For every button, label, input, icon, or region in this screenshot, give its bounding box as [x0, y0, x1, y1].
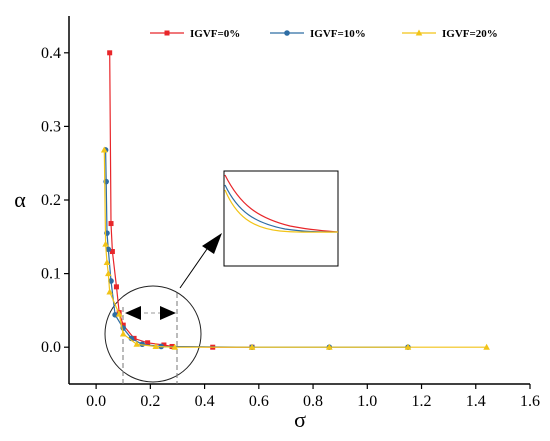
data-point: [100, 146, 108, 153]
legend-label: IGVF=10%: [310, 28, 366, 40]
data-point: [106, 288, 113, 295]
zoom-annotation: [104, 233, 222, 384]
data-point: [108, 278, 114, 284]
legend: IGVF=0% IGVF=10% IGVF=20%: [150, 28, 498, 40]
legend-marker: [415, 29, 423, 36]
y-ticks: 0.0 0.1 0.2 0.3 0.4: [41, 45, 69, 356]
legend-marker: [164, 30, 170, 36]
inset-curve-red: [224, 174, 338, 233]
data-point: [105, 270, 112, 277]
data-point: [107, 50, 113, 56]
data-point: [133, 340, 141, 347]
series-layer: [100, 50, 490, 351]
y-tick-label: 0.2: [41, 192, 61, 209]
x-tick-label: 1.0: [357, 393, 377, 410]
x-tick-label: 1.6: [520, 393, 540, 410]
data-point: [109, 249, 115, 255]
x-ticks: 0.0 0.2 0.4 0.6 0.8 1.0 1.2 1.4 1.6: [86, 384, 540, 410]
data-point: [161, 342, 167, 348]
zoom-circle: [104, 285, 202, 383]
data-point: [171, 343, 179, 350]
data-point: [120, 322, 126, 328]
legend-label: IGVF=0%: [190, 28, 240, 40]
x-tick-label: 0.4: [195, 393, 215, 410]
range-arrow-right: [160, 306, 176, 320]
data-point: [152, 342, 160, 349]
y-tick-label: 0.0: [41, 339, 61, 356]
y-axis-label: α: [14, 187, 26, 212]
data-point: [483, 343, 490, 350]
x-tick-label: 0.8: [303, 393, 323, 410]
legend-entry: IGVF=20%: [402, 28, 498, 40]
callout-arrow: [179, 248, 208, 289]
x-tick-label: 0.2: [140, 393, 160, 410]
data-point: [115, 310, 123, 317]
legend-marker: [284, 30, 290, 36]
x-axis-label: σ: [294, 407, 306, 432]
series-2: [100, 146, 490, 350]
legend-entry: IGVF=10%: [270, 28, 366, 40]
x-tick-label: 0.6: [249, 393, 269, 410]
inset-frame: [223, 170, 339, 267]
data-point: [102, 240, 109, 247]
data-point: [119, 330, 127, 337]
y-tick-label: 0.1: [41, 266, 61, 283]
x-tick-label: 0.0: [86, 393, 106, 410]
data-point: [105, 246, 112, 253]
data-point: [113, 284, 119, 290]
data-point: [326, 343, 333, 350]
callout-arrowhead: [202, 233, 222, 254]
x-tick-label: 1.2: [412, 393, 432, 410]
x-tick-label: 1.4: [466, 393, 486, 410]
legend-label: IGVF=20%: [442, 28, 498, 40]
inset: [223, 170, 339, 267]
range-arrow-left: [125, 306, 141, 320]
y-tick-label: 0.4: [41, 45, 61, 62]
data-point: [108, 221, 114, 227]
data-point: [145, 340, 151, 346]
data-point: [404, 343, 412, 350]
inset-curve-yellow: [224, 189, 338, 233]
data-point: [248, 343, 256, 350]
data-point: [103, 259, 111, 266]
legend-entry: IGVF=0%: [150, 28, 240, 40]
y-tick-label: 0.3: [41, 118, 61, 135]
